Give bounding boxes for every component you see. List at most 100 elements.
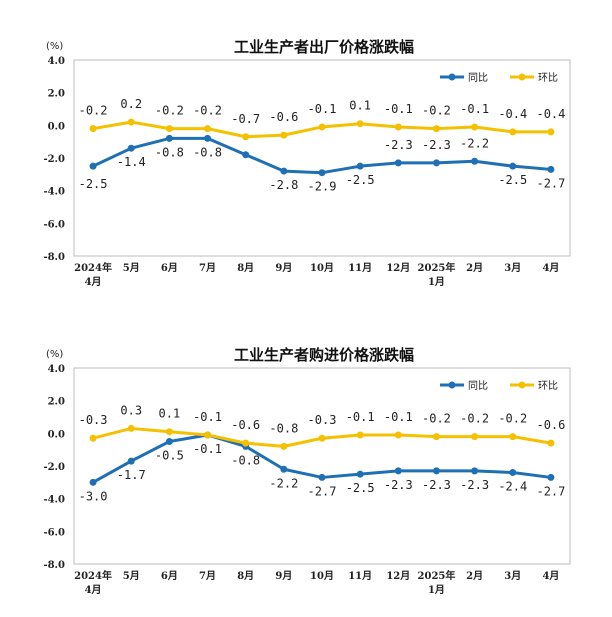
x-tick-label: 11月: [348, 262, 372, 274]
data-point: [242, 133, 250, 141]
data-point: [165, 134, 173, 142]
data-point: [394, 159, 402, 167]
data-label: -0.1: [460, 102, 489, 116]
legend-marker: [518, 73, 526, 81]
data-point: [509, 433, 517, 441]
legend-label: 环比: [538, 380, 558, 392]
data-label: -0.2: [422, 104, 451, 118]
chart-title: 工业生产者出厂价格涨跌幅: [234, 38, 414, 56]
data-point: [547, 128, 555, 136]
x-tick-label: 2025年 1月: [418, 261, 456, 288]
data-label: -0.1: [193, 410, 222, 424]
data-label: -0.2: [79, 104, 108, 118]
data-point: [204, 134, 212, 142]
data-label: -0.8: [193, 145, 222, 159]
data-label: -0.2: [460, 412, 489, 426]
legend-label: 环比: [538, 72, 558, 84]
producer-output-price-chart: 工业生产者出厂价格涨跌幅 (%) 4.0 2.0 0.0 -2.0 -4.0 -6.0 -8…: [0, 0, 612, 300]
data-point: [242, 151, 250, 159]
data-point: [280, 167, 288, 175]
data-point: [204, 431, 212, 439]
data-label: -3.0: [79, 489, 108, 503]
y-tick-label: 2.0: [48, 89, 65, 100]
data-point: [432, 125, 440, 133]
data-point: [204, 125, 212, 133]
data-point: [280, 131, 288, 139]
data-point: [432, 159, 440, 167]
data-point: [432, 433, 440, 441]
data-label: -2.7: [308, 484, 337, 498]
y-unit-label: (%): [46, 41, 63, 52]
y-tick-label: -6.0: [43, 527, 65, 538]
data-label: -2.2: [460, 136, 489, 150]
x-tick-label: 5月: [123, 570, 140, 582]
data-label: -0.3: [79, 413, 108, 427]
data-point: [89, 478, 97, 486]
chart-svg: 工业生产者出厂价格涨跌幅 (%) 4.0 2.0 0.0 -2.0 -4.0 -6.0 -8…: [43, 38, 571, 288]
x-tick-label: 6月: [161, 262, 178, 274]
x-tick-label: 10月: [310, 570, 334, 582]
data-point: [547, 165, 555, 173]
x-tick-label: 10月: [310, 262, 334, 274]
data-point: [318, 434, 326, 442]
y-tick-label: -2.0: [43, 154, 65, 165]
y-tick-label: -4.0: [43, 495, 65, 506]
data-label: 0.1: [349, 99, 371, 113]
x-tick-label: 12月: [386, 570, 410, 582]
y-tick-label: 4.0: [48, 364, 65, 375]
data-label: -0.1: [193, 442, 222, 456]
data-point: [432, 467, 440, 475]
data-point: [509, 128, 517, 136]
data-point: [318, 123, 326, 131]
y-tick-label: 0.0: [48, 121, 65, 132]
data-point: [318, 169, 326, 177]
x-tick-label: 7月: [199, 262, 216, 274]
plot-area: 4.0 2.0 0.0 -2.0 -4.0 -6.0 -8.0 2024年 4月 5月 6月 7月 8月…: [43, 56, 571, 288]
data-point: [280, 442, 288, 450]
x-tick-label: 2025年 1月: [418, 569, 456, 596]
data-label: -1.4: [117, 155, 146, 169]
plot-area: 4.0 2.0 0.0 -2.0 -4.0 -6.0 -8.0 2024年 4月 5月 6月 7月 8月…: [43, 364, 571, 596]
x-tick-label: 8月: [237, 570, 254, 582]
data-point: [394, 431, 402, 439]
data-point: [280, 465, 288, 473]
data-label: -0.8: [269, 421, 298, 435]
data-label: -0.5: [155, 449, 184, 463]
data-point: [89, 125, 97, 133]
y-tick-label: -8.0: [43, 252, 65, 263]
data-label: -0.8: [231, 453, 260, 467]
data-point: [89, 162, 97, 170]
plot-frame: [73, 59, 571, 257]
x-tick-label: 4月: [542, 570, 559, 582]
plot-frame: [73, 367, 571, 565]
legend-label: 同比: [468, 72, 488, 84]
x-tick-label: 8月: [237, 262, 254, 274]
data-label: -0.6: [536, 418, 565, 432]
data-label: -2.8: [269, 178, 298, 192]
x-tick-label: 2月: [466, 570, 483, 582]
data-label: -2.5: [498, 173, 527, 187]
y-tick-label: -8.0: [43, 560, 65, 571]
data-point: [127, 457, 135, 465]
data-point: [394, 467, 402, 475]
legend-marker: [448, 381, 456, 389]
y-unit-label: (%): [46, 349, 63, 360]
data-label: -0.6: [231, 418, 260, 432]
data-point: [471, 123, 479, 131]
data-label: -2.3: [422, 138, 451, 152]
x-tick-label: 4月: [542, 262, 559, 274]
y-tick-label: 2.0: [48, 397, 65, 408]
data-point: [394, 123, 402, 131]
data-label: -2.3: [384, 138, 413, 152]
data-label: -2.9: [308, 180, 337, 194]
data-label: 0.3: [120, 403, 142, 417]
data-label: -0.6: [269, 110, 298, 124]
data-label: -2.5: [346, 173, 375, 187]
legend-marker: [448, 73, 456, 81]
data-point: [471, 433, 479, 441]
data-point: [356, 431, 364, 439]
data-label: -0.2: [422, 412, 451, 426]
y-tick-label: -2.0: [43, 462, 65, 473]
legend-marker: [518, 381, 526, 389]
data-point: [127, 118, 135, 126]
